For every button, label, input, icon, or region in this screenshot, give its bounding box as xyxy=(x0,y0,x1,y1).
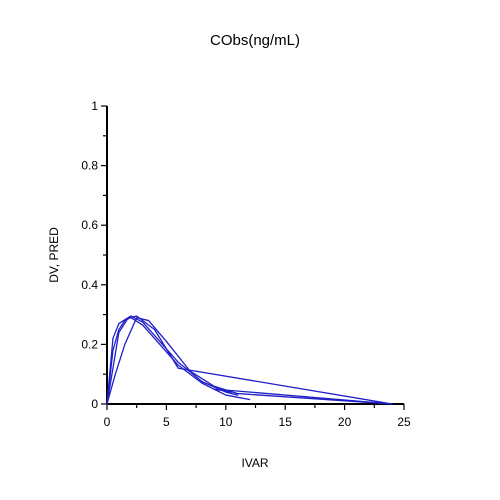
y-tick-label: 0.4 xyxy=(81,278,98,292)
axes xyxy=(106,106,404,405)
y-tick-label: 0.6 xyxy=(81,218,98,232)
x-tick-label: 15 xyxy=(279,415,293,429)
x-tick-label: 0 xyxy=(104,415,111,429)
series-line-4 xyxy=(106,315,393,405)
x-tick-label: 5 xyxy=(163,415,170,429)
x-axis-label: IVAR xyxy=(241,456,268,470)
series-group xyxy=(106,315,393,405)
x-tick-label: 20 xyxy=(338,415,352,429)
y-tick-label: 0.2 xyxy=(81,337,98,351)
x-tick-label: 25 xyxy=(397,415,411,429)
y-tick-label: 1 xyxy=(91,99,98,113)
series-line-1 xyxy=(106,316,251,405)
y-axis-label: DV, PRED xyxy=(47,227,61,283)
series-line-2 xyxy=(106,315,239,405)
y-tick-label: 0 xyxy=(91,397,98,411)
ticks: 0 5 10 15 20 25 0 0.2 0.4 0.6 0.8 1 xyxy=(81,99,411,429)
x-tick-label: 10 xyxy=(219,415,233,429)
y-tick-label: 0.8 xyxy=(81,159,98,173)
chart-title: CObs(ng/mL) xyxy=(210,32,300,49)
